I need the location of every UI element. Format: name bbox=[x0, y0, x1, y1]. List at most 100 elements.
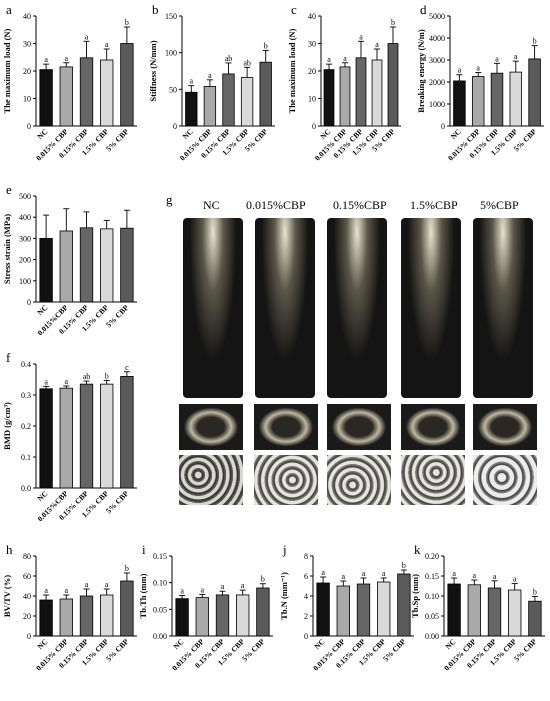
significance-letter-c-4: b bbox=[391, 18, 395, 27]
y-tick-label-d-5: 5000 bbox=[429, 12, 445, 21]
ct-group-label-3: 1.5%CBP bbox=[410, 198, 458, 212]
y-tick-label-e-0: 0 bbox=[27, 298, 31, 307]
y-tick-label-f-0: 0.0 bbox=[21, 484, 31, 493]
significance-letter-k-0: a bbox=[452, 569, 456, 578]
bar-c-2 bbox=[355, 57, 367, 127]
y-axis-title-k: Tb.Sp (mm) bbox=[410, 574, 420, 618]
ct-trabecular-render-015cbp bbox=[327, 455, 391, 505]
y-tick-label-c-0: 0 bbox=[312, 122, 316, 131]
y-tick-label-d-2: 2000 bbox=[429, 78, 445, 87]
significance-letter-c-1: a bbox=[343, 54, 347, 63]
ct-cross-section-5cbp bbox=[473, 404, 537, 450]
bar-b-1 bbox=[203, 86, 217, 127]
y-tick-label-k-2: 0.10 bbox=[425, 592, 439, 601]
ct-group-label-2: 0.15%CBP bbox=[333, 198, 387, 212]
bar-i-4 bbox=[256, 587, 270, 637]
bar-e-4 bbox=[120, 227, 134, 303]
ct-cross-section-nc bbox=[179, 404, 243, 450]
y-tick-label-f-2: 0.2 bbox=[21, 422, 31, 431]
bar-b-2 bbox=[222, 73, 235, 127]
y-tick-label-j-3: 6 bbox=[304, 572, 308, 581]
significance-letter-a-4: b bbox=[125, 18, 129, 27]
x-tick-label-e-0: NC bbox=[35, 303, 49, 317]
y-tick-label-i-1: 0.05 bbox=[153, 605, 167, 614]
bar-e-1 bbox=[59, 230, 73, 303]
y-tick-label-d-1: 1000 bbox=[429, 100, 445, 109]
bar-i-0 bbox=[175, 598, 189, 637]
ct-group-label-0: NC bbox=[203, 198, 220, 212]
ct-longitudinal-scan-0015cbp bbox=[255, 218, 315, 398]
bar-f-3 bbox=[100, 383, 114, 489]
ct-trabecular-render-nc bbox=[179, 455, 243, 505]
significance-letter-d-3: a bbox=[514, 52, 518, 61]
y-tick-label-i-2: 0.10 bbox=[153, 579, 167, 588]
bar-i-2 bbox=[215, 594, 230, 637]
significance-letter-a-0: a bbox=[44, 55, 48, 64]
ct-longitudinal-scan-15cbp bbox=[401, 218, 461, 398]
y-tick-label-k-3: 0.15 bbox=[425, 572, 439, 581]
bar-c-1 bbox=[339, 66, 351, 127]
bar-h-0 bbox=[39, 599, 53, 637]
significance-letter-c-3: a bbox=[375, 40, 379, 49]
significance-letter-f-3: b bbox=[105, 371, 109, 380]
bar-j-3 bbox=[377, 581, 391, 637]
bar-i-1 bbox=[195, 597, 209, 637]
y-tick-label-b-2: 100 bbox=[165, 49, 177, 58]
ct-trabecular-render-0015cbp bbox=[254, 455, 318, 505]
y-tick-label-b-3: 150 bbox=[165, 12, 177, 21]
ct-group-label-4: 5%CBP bbox=[480, 198, 519, 212]
y-tick-label-d-4: 4000 bbox=[429, 34, 445, 43]
significance-letter-c-0: a bbox=[327, 55, 331, 64]
significance-letter-c-2: a bbox=[359, 32, 363, 41]
bar-h-4 bbox=[120, 580, 134, 637]
bar-b-0 bbox=[185, 91, 198, 127]
ct-trabecular-render-5cbp bbox=[473, 455, 537, 505]
bar-i-3 bbox=[236, 594, 250, 637]
y-tick-label-e-3: 300 bbox=[19, 234, 31, 243]
significance-letter-i-0: a bbox=[180, 586, 184, 595]
y-axis-title-b: Stiffness (N/mm) bbox=[148, 40, 158, 101]
significance-letter-h-4: b bbox=[125, 564, 129, 573]
y-tick-label-h-1: 20 bbox=[23, 612, 31, 621]
x-tick-label-i-4: 5% CBP bbox=[240, 637, 267, 664]
significance-letter-h-2: a bbox=[85, 580, 89, 589]
panel-letter-h: h bbox=[6, 542, 13, 557]
bar-k-0 bbox=[447, 583, 461, 637]
y-tick-label-e-4: 400 bbox=[19, 213, 31, 222]
y-tick-label-c-2: 20 bbox=[308, 67, 316, 76]
ct-longitudinal-scan-nc bbox=[183, 218, 243, 398]
y-tick-label-h-2: 40 bbox=[23, 592, 31, 601]
significance-letter-j-0: a bbox=[321, 568, 325, 577]
bar-b-3 bbox=[240, 77, 254, 127]
x-tick-label-h-4: 5% CBP bbox=[104, 637, 131, 664]
bar-j-1 bbox=[336, 585, 350, 637]
bar-a-4 bbox=[120, 43, 134, 127]
y-tick-label-i-0: 0.00 bbox=[153, 632, 167, 641]
significance-letter-k-3: a bbox=[513, 575, 517, 584]
bar-b-4 bbox=[259, 61, 272, 127]
bar-c-0 bbox=[323, 69, 335, 127]
significance-letter-f-0: a bbox=[44, 377, 48, 386]
y-tick-label-k-1: 0.05 bbox=[425, 612, 439, 621]
y-tick-label-i-3: 0.15 bbox=[153, 552, 167, 561]
panel-letter-f: f bbox=[6, 350, 11, 365]
ct-group-label-1: 0.015%CBP bbox=[246, 198, 306, 212]
bar-j-4 bbox=[397, 573, 411, 637]
significance-letter-b-2: ab bbox=[225, 54, 233, 63]
y-tick-label-c-3: 30 bbox=[308, 40, 316, 49]
y-tick-label-k-0: 0.00 bbox=[425, 632, 439, 641]
y-tick-label-f-4: 0.4 bbox=[21, 360, 31, 369]
bar-e-2 bbox=[79, 227, 94, 303]
bar-a-3 bbox=[100, 59, 114, 127]
significance-letter-i-1: a bbox=[201, 585, 205, 594]
ct-cross-section-015cbp bbox=[327, 404, 391, 450]
y-tick-label-a-1: 10 bbox=[23, 95, 31, 104]
significance-letter-a-2: a bbox=[85, 32, 89, 41]
significance-letter-j-4: b bbox=[402, 561, 406, 570]
significance-letter-d-2: a bbox=[495, 54, 499, 63]
bar-j-0 bbox=[316, 582, 330, 637]
y-tick-label-c-4: 40 bbox=[308, 12, 316, 21]
panel-letter-d: d bbox=[420, 2, 427, 17]
bar-e-3 bbox=[100, 228, 114, 303]
panel-letter-a: a bbox=[6, 2, 12, 17]
